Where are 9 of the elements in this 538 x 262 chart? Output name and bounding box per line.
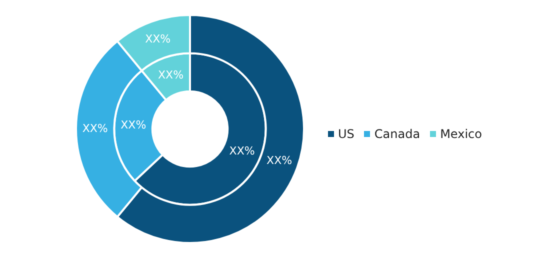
data-label: XX% — [145, 32, 171, 46]
data-label: XX% — [120, 118, 146, 132]
data-label: XX% — [266, 154, 292, 168]
legend-label: Canada — [374, 127, 420, 141]
data-label: XX% — [158, 68, 184, 82]
legend-label: US — [338, 127, 354, 141]
data-label: XX% — [229, 144, 255, 158]
data-label: XX% — [82, 122, 108, 135]
legend-label: Mexico — [440, 127, 482, 141]
